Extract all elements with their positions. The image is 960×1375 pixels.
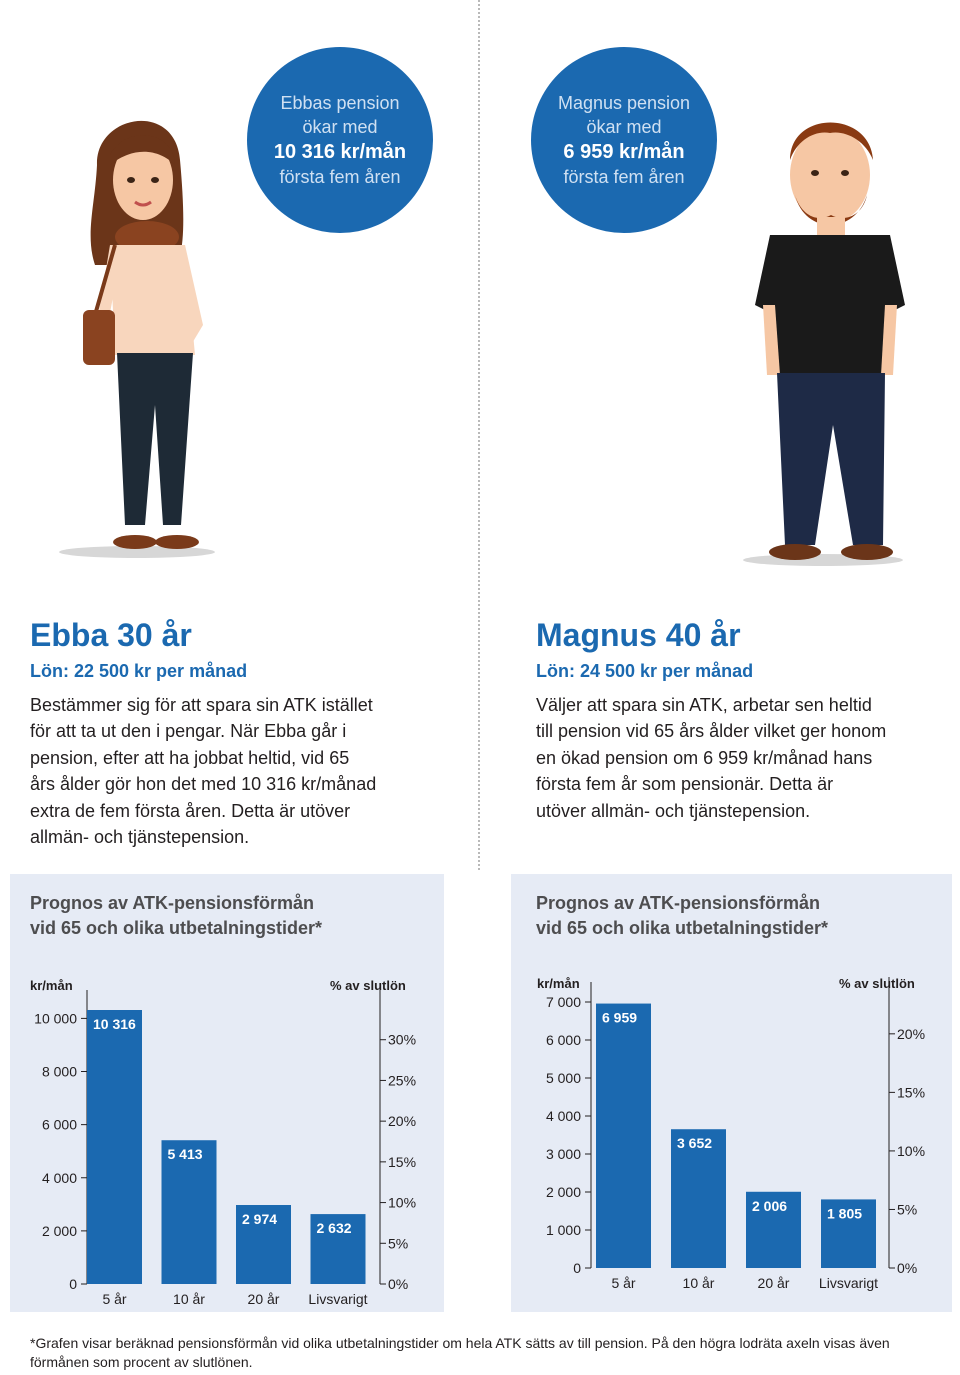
magnus-illustration (743, 122, 905, 566)
ebba-bar (236, 1205, 291, 1284)
magnus-y2-tick-label: 0% (897, 1260, 917, 1276)
magnus-y-tick-label: 3 000 (546, 1146, 581, 1162)
ebba-y2-tick-label: 25% (388, 1072, 416, 1088)
magnus-desc-line: första fem år som pensionär. Detta är (536, 774, 834, 795)
magnus-bar (821, 1199, 876, 1268)
ebba-y2-tick-label: 5% (388, 1235, 408, 1251)
ebba-description: Bestämmer sig för att spara sin ATK istä… (30, 692, 376, 850)
ebba-bar-value-label: 5 413 (168, 1146, 203, 1162)
magnus-y-tick-label: 4 000 (546, 1108, 581, 1124)
magnus-y-tick-label: 7 000 (546, 994, 581, 1010)
magnus-heading: Magnus 40 år (536, 617, 741, 653)
ebba-desc-line: allmän- och tjänstepension. (30, 827, 250, 848)
magnus-bar (671, 1129, 726, 1268)
magnus-chart-title: Prognos av ATK-pensionsförmån vid 65 och… (536, 891, 936, 940)
ebba-y-tick-label: 10 000 (34, 1010, 77, 1026)
magnus-desc-line: utöver allmän- och tjänstepension. (536, 800, 811, 821)
ebba-y2-tick-label: 30% (388, 1032, 416, 1048)
ebba-chart-title: Prognos av ATK-pensionsförmån vid 65 och… (30, 891, 430, 940)
magnus-bar-value-label: 6 959 (602, 1010, 637, 1026)
ebba-y-tick-label: 2 000 (42, 1223, 77, 1239)
magnus-y2-tick-label: 5% (897, 1201, 917, 1217)
ebba-bar-chart: 0 2 000 4 000 6 000 8 000 10 000 0% 5% 10% 15% 20%… (34, 989, 416, 1307)
ebba-bar-value-label: 2 632 (317, 1220, 352, 1236)
magnus-x-tick-label: 10 år (683, 1275, 715, 1291)
ebba-badge-line2: ökar med (302, 117, 378, 137)
magnus-y2-tick-label: 20% (897, 1026, 925, 1042)
ebba-bar (310, 1214, 366, 1284)
ebba-y2-axis-label: % av slutlön (330, 978, 406, 993)
ebba-chart-title-line: vid 65 och olika utbetalningstider* (30, 917, 323, 938)
magnus-y2-tick-label: 10% (897, 1143, 925, 1159)
magnus-y2-axis-label: % av slutlön (839, 976, 915, 991)
magnus-chart-title-line: Prognos av ATK-pensionsförmån (536, 893, 821, 913)
ebba-y-tick-label: 4 000 (42, 1170, 77, 1186)
magnus-bar-value-label: 1 805 (827, 1205, 862, 1221)
ebba-desc-line: extra de fem första åren. Detta är utöve… (30, 800, 351, 821)
magnus-chart-title-line: vid 65 och olika utbetalningstider* (536, 917, 829, 938)
magnus-y2-tick-label: 15% (897, 1084, 925, 1100)
ebba-chart-panel: Prognos av ATK-pensionsförmån vid 65 och… (10, 874, 444, 1312)
magnus-y-tick-label: 1 000 (546, 1222, 581, 1238)
magnus-badge-line4: första fem åren (563, 167, 685, 187)
magnus-badge-amount: 6 959 kr/mån (563, 141, 685, 163)
ebba-x-tick-label: Livsvarigt (308, 1291, 367, 1307)
ebba-y-tick-label: 6 000 (42, 1117, 77, 1133)
magnus-description: Väljer att spara sin ATK, arbetar sen he… (536, 692, 886, 824)
column-divider (478, 0, 480, 870)
ebba-desc-line: för att ta ut den i pengar. När Ebba går… (30, 721, 347, 742)
ebba-illustration (59, 120, 215, 558)
ebba-x-tick-label: 20 år (248, 1291, 280, 1307)
ebba-x-tick-label: 10 år (173, 1291, 205, 1307)
ebba-y-axis-label: kr/mån (30, 978, 73, 993)
ebba-salary: Lön: 22 500 kr per månad (30, 661, 248, 681)
ebba-desc-line: Bestämmer sig för att spara sin ATK istä… (30, 695, 373, 715)
ebba-chart-title-line: Prognos av ATK-pensionsförmån (30, 893, 315, 913)
magnus-y-tick-label: 2 000 (546, 1184, 581, 1200)
ebba-heading: Ebba 30 år (30, 617, 192, 653)
footnote: *Grafen visar beräknad pensionsförmån vi… (30, 1335, 890, 1370)
ebba-pension-badge: Ebbas pension ökar med 10 316 kr/mån för… (247, 47, 433, 233)
ebba-badge-line1: Ebbas pension (280, 93, 400, 113)
ebba-y2-tick-label: 10% (388, 1195, 416, 1211)
magnus-y-tick-label: 6 000 (546, 1032, 581, 1048)
magnus-pension-badge: Magnus pension ökar med 6 959 kr/mån för… (531, 47, 717, 233)
magnus-y-tick-label: 0 (573, 1260, 581, 1276)
ebba-x-tick-label: 5 år (102, 1291, 126, 1307)
ebba-badge-line4: första fem åren (279, 167, 401, 187)
magnus-x-tick-label: Livsvarigt (819, 1275, 878, 1291)
magnus-salary: Lön: 24 500 kr per månad (536, 661, 754, 681)
ebba-bar (161, 1140, 217, 1284)
magnus-bar-chart: 0 1 000 2 000 3 000 4 000 5 000 6 000 7 000 0% 5%… (546, 977, 925, 1291)
magnus-desc-line: en ökad pension om 6 959 kr/månad hans (536, 747, 873, 768)
magnus-bar (746, 1191, 801, 1268)
ebba-y-tick-label: 8 000 (42, 1064, 77, 1080)
ebba-desc-line: pension, efter att ha jobbat heltid, vid… (30, 747, 350, 768)
magnus-x-tick-label: 20 år (758, 1275, 790, 1291)
magnus-desc-line: Väljer att spara sin ATK, arbetar sen he… (536, 695, 872, 715)
magnus-desc-line: till pension vid 65 års ålder vilket ger… (536, 721, 887, 742)
magnus-badge-line1: Magnus pension (557, 93, 691, 113)
ebba-bar-value-label: 10 316 (93, 1016, 136, 1032)
ebba-desc-line: års ålder gör hon det med 10 316 kr/måna… (30, 774, 377, 795)
ebba-y2-tick-label: 15% (388, 1154, 416, 1170)
ebba-y2-tick-label: 0% (388, 1276, 408, 1292)
magnus-x-tick-label: 5 år (611, 1275, 635, 1291)
magnus-badge-line2: ökar med (586, 117, 662, 137)
magnus-y-axis-label: kr/mån (537, 976, 580, 991)
magnus-chart-panel: Prognos av ATK-pensionsförmån vid 65 och… (511, 874, 952, 1312)
ebba-badge-amount: 10 316 kr/mån (273, 141, 407, 163)
ebba-bar (87, 1010, 142, 1284)
magnus-bar-value-label: 2 006 (752, 1198, 787, 1214)
ebba-bar-value-label: 2 974 (242, 1211, 277, 1227)
magnus-y-tick-label: 5 000 (546, 1070, 581, 1086)
magnus-bar (596, 1003, 651, 1268)
magnus-bar-value-label: 3 652 (677, 1135, 712, 1151)
ebba-y2-tick-label: 20% (388, 1113, 416, 1129)
ebba-y-tick-label: 0 (69, 1276, 77, 1292)
